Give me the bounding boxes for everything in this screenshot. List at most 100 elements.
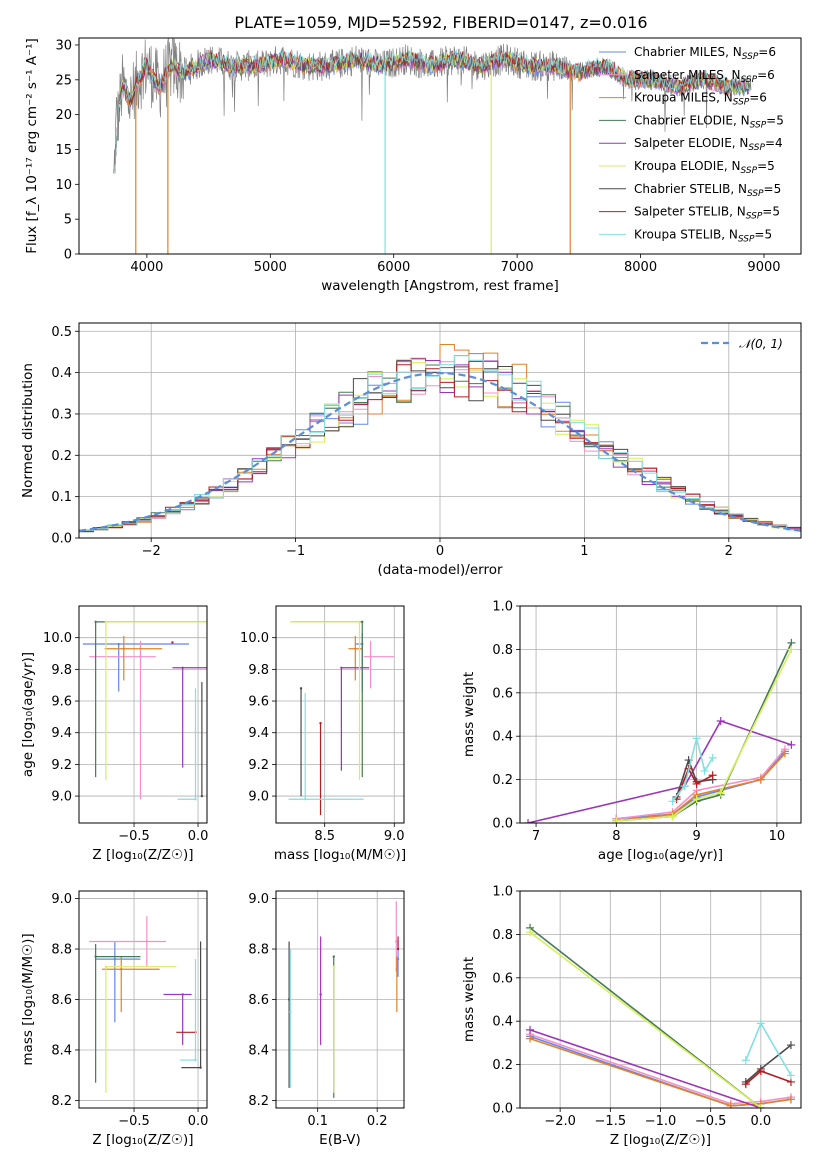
weight-line-7	[675, 766, 714, 800]
x-axis-label: (data-model)/error	[377, 562, 503, 578]
legend-nssp-label: , N	[724, 159, 741, 173]
weight-line-4	[529, 1029, 762, 1108]
legend-nssp-label: , N	[733, 113, 750, 127]
y-tick-label: 0.2	[492, 773, 513, 788]
legend-nssp-value: 5	[767, 159, 775, 173]
y-tick-label: 1.0	[492, 885, 513, 900]
panel-spectrum: 4000 5000 6000 7000 8000 9000 0 5 10 15 20 25 30 wave…	[24, 37, 802, 294]
y-tick-label: 9.0	[248, 790, 269, 805]
weight-line-6	[675, 757, 713, 798]
data-point	[194, 798, 197, 801]
x-axis-label: Z [log₁₀(Z/Z☉)]	[92, 847, 193, 863]
data-point	[340, 666, 343, 669]
x-tick-label: 1	[580, 544, 588, 559]
y-tick-label: 0.4	[492, 730, 513, 745]
x-tick-label: −1.0	[645, 1114, 677, 1129]
weight-marker	[741, 1056, 750, 1065]
legend-nssp-label: , N	[716, 91, 733, 105]
weight-line-2	[616, 753, 786, 822]
panel-weight-vs-Z: −2.0 −1.5 −1.0 −0.5 0.0 0.0 0.2 0.4 0.6 0.8 1.0 Z […	[461, 885, 802, 1148]
weight-marker	[700, 766, 709, 775]
axes-frame	[275, 605, 405, 824]
y-tick-label: 9.8	[248, 663, 269, 678]
weight-marker	[692, 795, 701, 804]
panel-mass-vs-Z: −0.5 0.0 8.2 8.4 8.6 8.8 9.0 Z [log₁₀(Z/Z☉)] mas…	[20, 890, 208, 1148]
axes-frame	[78, 322, 802, 539]
y-tick-label: 0.6	[492, 971, 513, 986]
data-point	[361, 620, 364, 624]
y-tick-label: 8.8	[248, 943, 269, 958]
legend-series-name: Chabrier STELIB	[634, 182, 730, 196]
y-tick-label: 8.6	[248, 993, 269, 1008]
x-tick-label: 0.0	[188, 829, 209, 844]
plot-area	[288, 620, 395, 816]
data-point	[369, 655, 372, 658]
x-tick-label: −2.0	[544, 1114, 576, 1129]
data-point	[113, 957, 117, 961]
legend-nssp-eq: =	[766, 113, 776, 127]
weight-line-5	[529, 931, 762, 1108]
data-point	[289, 1010, 292, 1014]
data-point	[358, 620, 361, 624]
y-tick-label: 8.6	[51, 993, 72, 1008]
y-axis-label: Normed distribution	[20, 363, 36, 498]
data-point	[122, 647, 126, 650]
weight-marker	[786, 1071, 795, 1080]
legend-series-name: Kroupa MILES	[634, 91, 716, 105]
x-tick-label: 8000	[624, 260, 657, 275]
y-tick-label: 25	[55, 73, 72, 88]
plot-area	[79, 344, 801, 533]
weight-marker	[726, 1101, 735, 1108]
weight-line-7	[745, 1070, 792, 1085]
x-tick-label: 0.1	[307, 1114, 328, 1129]
x-axis-label: E(B-V)	[319, 1132, 361, 1148]
y-axis-label: age [log₁₀(age/yr)]	[20, 652, 36, 777]
weight-marker	[756, 1019, 765, 1028]
y-axis-label: mass weight	[461, 672, 477, 757]
x-tick-label: 9.0	[384, 829, 405, 844]
legend-series-name: Chabrier MILES	[634, 45, 725, 59]
weight-marker	[716, 717, 725, 726]
weight-line-3	[616, 642, 793, 822]
data-point	[395, 968, 399, 971]
legend-nssp-sub: SSP	[746, 212, 763, 222]
y-tick-label: 9.2	[51, 758, 72, 773]
axes-frame	[78, 37, 802, 255]
x-tick-label: 2	[725, 544, 733, 559]
panel-age-vs-Z: −0.5 0.0 9.0 9.2 9.4 9.6 9.8 10.0 Z [log₁₀(Z/Z☉)…	[20, 605, 209, 863]
x-axis-label: age [log₁₀(age/yr)]	[598, 847, 723, 863]
panel-weight-vs-age: 7 8 9 10 0.0 0.2 0.4 0.6 0.8 1.0 age [log₁₀(age/yr…	[461, 600, 802, 863]
legend-nssp-sub: SSP	[741, 75, 758, 85]
y-tick-label: 8.4	[51, 1043, 72, 1058]
x-axis-label: Z [log₁₀(Z/Z☉)]	[610, 1132, 711, 1148]
legend-nssp-sub: SSP	[733, 98, 750, 108]
y-tick-label: 15	[55, 143, 72, 158]
plot-area	[82, 620, 207, 801]
y-tick-label: 9.0	[51, 790, 72, 805]
data-point	[139, 655, 142, 658]
legend-nssp-sub: SSP	[738, 234, 755, 244]
weight-marker	[668, 797, 677, 806]
legend-nssp-eq: =	[757, 68, 767, 82]
legend-series-name: Salpeter ELODIE	[634, 136, 732, 150]
x-axis-label: mass [log₁₀(M/M☉)]	[274, 847, 406, 863]
y-axis-label: mass [log₁₀(M/M☉)]	[20, 933, 36, 1065]
y-tick-label: 0.2	[51, 449, 72, 464]
y-tick-label: 30	[55, 38, 72, 53]
y-tick-label: 9.4	[51, 726, 72, 741]
y-tick-label: 9.0	[51, 892, 72, 907]
legend-nssp-sub: SSP	[742, 52, 759, 62]
legend-nssp-eq: =	[765, 136, 775, 150]
weight-marker	[780, 749, 789, 758]
plot-area	[287, 901, 400, 1098]
x-tick-label: 10	[769, 829, 786, 844]
axes-frame	[275, 890, 405, 1109]
legend-nssp-sub: SSP	[750, 120, 767, 130]
weight-marker	[787, 645, 796, 654]
x-axis-label: Z [log₁₀(Z/Z☉)]	[92, 1132, 193, 1148]
y-tick-label: 9.6	[51, 695, 72, 710]
weight-marker	[668, 812, 677, 821]
data-point	[120, 968, 123, 971]
x-tick-label: −0.5	[118, 829, 150, 844]
weight-marker	[692, 734, 701, 743]
